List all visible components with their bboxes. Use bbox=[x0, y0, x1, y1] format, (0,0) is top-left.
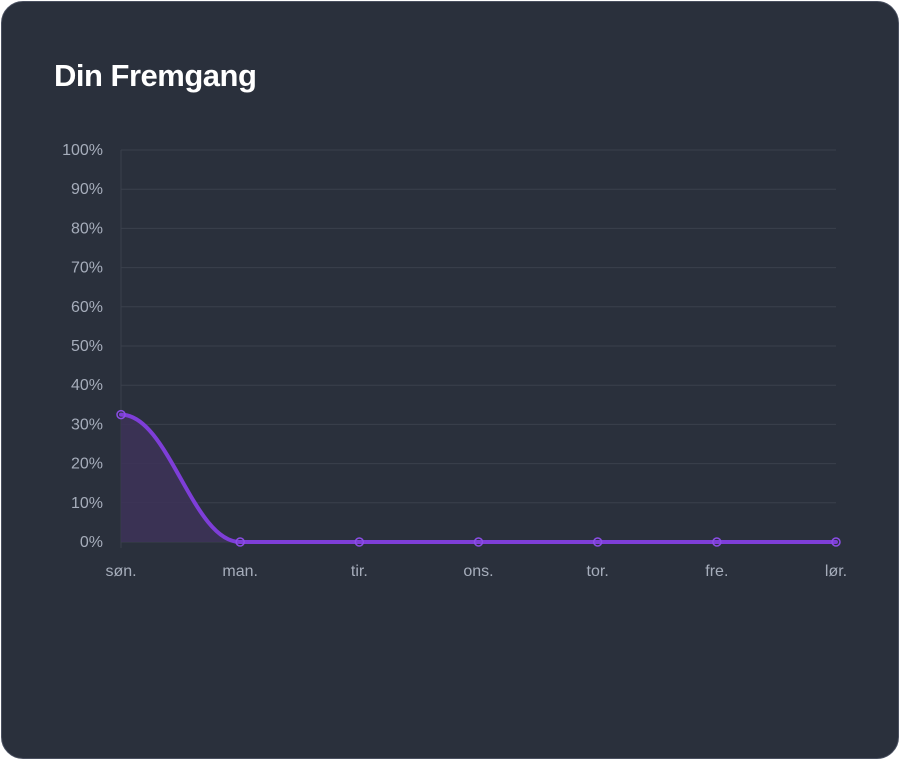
data-point bbox=[473, 537, 484, 547]
y-tick-label: 90% bbox=[71, 181, 103, 198]
y-tick-label: 70% bbox=[71, 260, 103, 277]
y-tick-label: 80% bbox=[71, 220, 103, 237]
x-tick-label: man. bbox=[222, 563, 258, 580]
data-point bbox=[712, 537, 722, 547]
series-area bbox=[121, 414, 836, 542]
x-tick-label: fre. bbox=[705, 563, 728, 580]
x-tick-label: søn. bbox=[105, 563, 136, 580]
y-tick-label: 10% bbox=[71, 495, 103, 512]
data-point bbox=[116, 409, 126, 420]
y-tick-label: 20% bbox=[71, 456, 103, 473]
y-tick-label: 60% bbox=[71, 299, 103, 316]
y-tick-label: 50% bbox=[71, 338, 103, 355]
x-tick-label: lør. bbox=[825, 563, 847, 580]
y-tick-label: 40% bbox=[71, 377, 103, 394]
x-tick-label: ons. bbox=[463, 563, 493, 580]
data-point bbox=[831, 537, 841, 547]
series-line bbox=[119, 412, 838, 545]
y-tick-label: 100% bbox=[62, 142, 103, 159]
y-tick-label: 30% bbox=[71, 416, 103, 433]
data-point bbox=[592, 537, 603, 547]
data-point bbox=[235, 537, 245, 547]
x-tick-label: tir. bbox=[351, 563, 368, 580]
data-point bbox=[354, 537, 365, 547]
x-tick-label: tor. bbox=[587, 563, 609, 580]
y-tick-label: 0% bbox=[80, 534, 103, 551]
card-title: Din Fremgang bbox=[54, 58, 257, 93]
